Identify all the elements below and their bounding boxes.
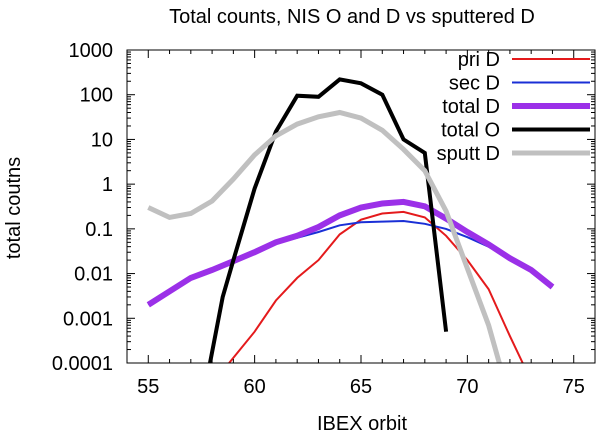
series-line-sputt-d (147, 109, 502, 363)
chart-title: Total counts, NIS O and D vs sputtered D (169, 6, 535, 28)
y-tick-label: 0.0001 (52, 353, 113, 375)
x-axis-label: IBEX orbit (317, 413, 407, 435)
y-tick-label: 1 (102, 174, 113, 196)
y-tick-label: 100 (80, 85, 113, 107)
y-tick-label: 0.1 (85, 219, 113, 241)
legend-label: sec D (449, 73, 500, 95)
y-tick-label: 0.001 (63, 308, 113, 330)
y-axis-label: total coutns (3, 157, 25, 259)
series-line-pri-d (228, 210, 524, 363)
legend-label: sputt D (437, 143, 500, 165)
series-line-total-d (146, 198, 555, 308)
x-tick-label: 70 (456, 376, 478, 398)
y-tick-label: 10 (91, 129, 113, 151)
series-group (146, 77, 555, 363)
series-line-sec-d (147, 219, 554, 306)
x-tick-label: 60 (244, 376, 266, 398)
legend-label: pri D (458, 49, 500, 71)
x-tick-label: 65 (350, 376, 372, 398)
x-tick-label: 55 (137, 376, 159, 398)
legend-label: total D (442, 96, 500, 118)
y-tick-label: 0.01 (74, 264, 113, 286)
x-tick-label: 75 (563, 376, 585, 398)
y-tick-label: 1000 (69, 40, 114, 62)
plot-area: 55 60 65 70 75 0.0001 0.001 0.01 0.1 1 10 100 1000 (52, 40, 596, 398)
series-line-total-o (208, 77, 449, 363)
legend-label: total O (441, 120, 500, 142)
